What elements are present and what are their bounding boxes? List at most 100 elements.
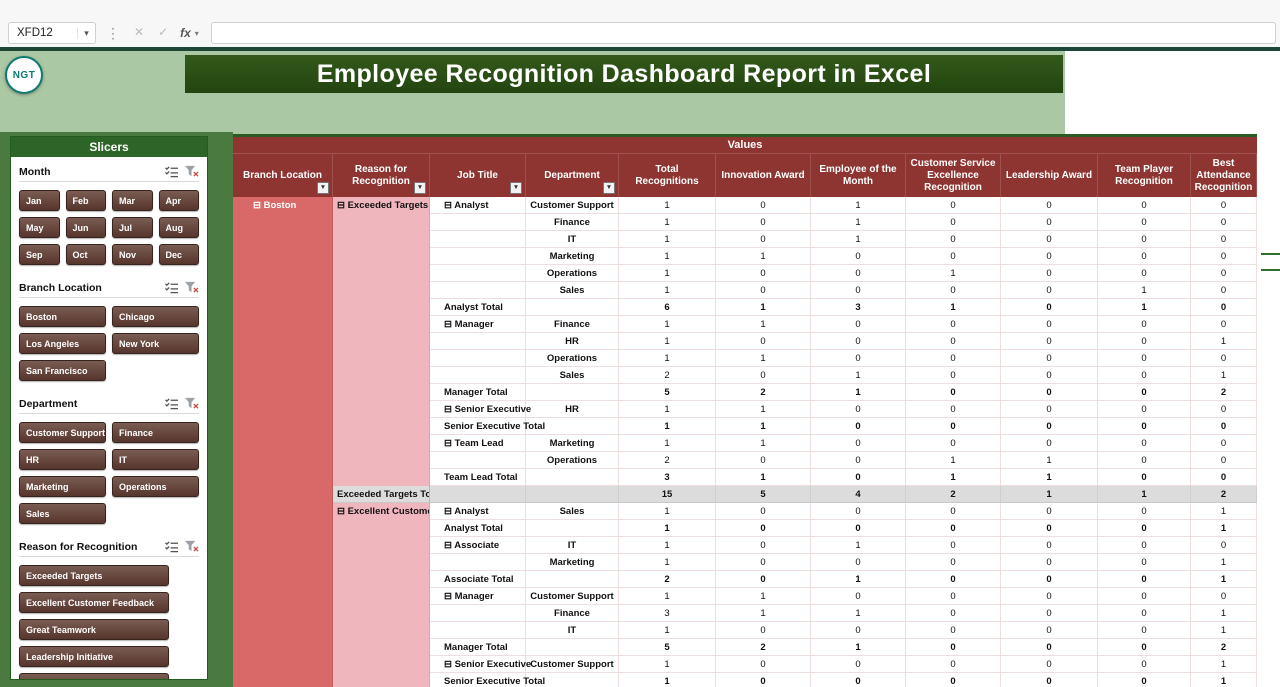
- pivot-row: Manager Total 5 2 1 0 0 0 2: [233, 639, 1257, 656]
- job-title-cell[interactable]: ⊟ Associate: [430, 537, 526, 554]
- slicer-item-dec[interactable]: Dec: [158, 244, 199, 265]
- more-options-icon[interactable]: ⋮: [106, 25, 120, 41]
- slicer-item-nov[interactable]: Nov: [112, 244, 153, 265]
- clear-filter-icon[interactable]: [184, 540, 199, 553]
- slicer-item-san-francisco[interactable]: San Francisco: [19, 360, 106, 381]
- multi-select-icon[interactable]: [164, 281, 179, 294]
- branch-cell: [233, 265, 333, 282]
- job-title-cell[interactable]: ⊟ Senior Executive: [430, 656, 531, 673]
- pivot-row: Finance 1 0 1 0 0 0 0: [233, 214, 1257, 231]
- slicer-item-marketing[interactable]: Marketing: [19, 476, 106, 497]
- value-cell: 1: [619, 248, 716, 265]
- branch-cell[interactable]: ⊟ Boston: [233, 197, 333, 214]
- cancel-icon[interactable]: ✕: [134, 25, 145, 39]
- slicer-item-aug[interactable]: Aug: [158, 217, 199, 238]
- slicer-item-operations[interactable]: Operations: [112, 476, 199, 497]
- reason-cell: [333, 537, 430, 554]
- insert-function-icon[interactable]: fx ▾: [180, 26, 199, 40]
- value-cell: 1: [619, 673, 716, 687]
- branch-cell: [233, 316, 333, 333]
- value-cell: 1: [716, 605, 811, 622]
- department-cell: IT: [526, 622, 619, 639]
- value-cell: 0: [1191, 265, 1257, 282]
- reason-cell: [333, 299, 430, 316]
- clear-filter-icon[interactable]: [184, 165, 199, 178]
- value-cell: 0: [716, 265, 811, 282]
- slicer-item-finance[interactable]: Finance: [112, 422, 199, 443]
- slicer-item-hr[interactable]: HR: [19, 449, 106, 470]
- job-title-cell[interactable]: ⊟ Manager: [430, 316, 526, 333]
- chevron-down-icon[interactable]: ▾: [77, 27, 95, 39]
- slicer-item-sales[interactable]: Sales: [19, 503, 106, 524]
- slicer-item-apr[interactable]: Apr: [158, 190, 199, 211]
- multi-select-icon[interactable]: [164, 165, 179, 178]
- slicer-item-new-york[interactable]: New York: [112, 333, 199, 354]
- clear-filter-icon[interactable]: [184, 397, 199, 410]
- job-title-cell[interactable]: ⊟ Senior Executive: [430, 401, 531, 418]
- value-cell: 0: [811, 656, 906, 673]
- branch-cell: [233, 299, 333, 316]
- slicer-item-excellent-customer-feedback[interactable]: Excellent Customer Feedback: [19, 592, 169, 613]
- column-header-row: Branch Location ▼ Reason for Recognition ▼ J…: [233, 154, 1257, 197]
- value-cell: 0: [1191, 282, 1257, 299]
- job-title-cell: [430, 214, 526, 231]
- department-cell: Finance: [526, 605, 619, 622]
- slicer-item-sep[interactable]: Sep: [19, 244, 60, 265]
- name-box[interactable]: XFD12 ▾: [8, 22, 96, 44]
- branch-cell: [233, 418, 333, 435]
- slicer-item-boston[interactable]: Boston: [19, 306, 106, 327]
- value-cell: 0: [906, 367, 1001, 384]
- reason-cell[interactable]: ⊟ Exceeded Targets: [333, 197, 430, 214]
- department-cell: Operations: [526, 452, 619, 469]
- slicer-header-month: Month: [19, 165, 199, 182]
- pivot-row: Marketing 1 1 0 0 0 0 0: [233, 248, 1257, 265]
- slicer-item-leadership-initiative[interactable]: Leadership Initiative: [19, 646, 169, 667]
- filter-dropdown-reason-for-recognition[interactable]: ▼: [414, 182, 426, 194]
- filter-dropdown-branch-location[interactable]: ▼: [317, 182, 329, 194]
- department-cell: [526, 384, 619, 401]
- branch-cell: [233, 384, 333, 401]
- enter-icon[interactable]: ✓: [158, 25, 169, 39]
- value-cell: 0: [906, 554, 1001, 571]
- value-cell: 0: [1001, 571, 1098, 588]
- multi-select-icon[interactable]: [164, 540, 179, 553]
- slicer-item-great-teamwork[interactable]: Great Teamwork: [19, 619, 169, 640]
- slicer-item-mar[interactable]: Mar: [112, 190, 153, 211]
- branch-cell: [233, 571, 333, 588]
- slicer-item-feb[interactable]: Feb: [65, 190, 106, 211]
- clear-filter-icon[interactable]: [184, 281, 199, 294]
- job-title-cell[interactable]: ⊟ Analyst: [430, 197, 526, 214]
- slicer-item-it[interactable]: IT: [112, 449, 199, 470]
- slicer-item-jan[interactable]: Jan: [19, 190, 60, 211]
- pivot-row: ⊟ Senior Executive Customer Support 1 0 0 0 0 0…: [233, 656, 1257, 673]
- value-cell: 0: [906, 248, 1001, 265]
- slicer-item-exceeded-targets[interactable]: Exceeded Targets: [19, 565, 169, 586]
- filter-dropdown-job-title[interactable]: ▼: [510, 182, 522, 194]
- value-cell: 0: [906, 571, 1001, 588]
- job-title-cell[interactable]: ⊟ Manager: [430, 588, 526, 605]
- multi-select-icon[interactable]: [164, 397, 179, 410]
- reason-cell[interactable]: ⊟ Excellent Customer Feedback: [333, 503, 430, 520]
- branch-cell: [233, 282, 333, 299]
- reason-cell[interactable]: Exceeded Targets Total: [333, 486, 430, 503]
- slicer-item-jun[interactable]: Jun: [65, 217, 106, 238]
- value-cell: 0: [906, 197, 1001, 214]
- slicer-item-customer-support[interactable]: Customer Support: [19, 422, 106, 443]
- value-cell: 1: [811, 231, 906, 248]
- slicer-item-jul[interactable]: Jul: [112, 217, 153, 238]
- formula-input[interactable]: [210, 22, 1276, 44]
- slicer-item-may[interactable]: May: [19, 217, 60, 238]
- job-title-cell: Manager Total: [430, 639, 526, 656]
- job-title-cell[interactable]: ⊟ Team Lead: [430, 435, 526, 452]
- pivot-row: ⊟ Associate IT 1 0 1 0 0 0 0: [233, 537, 1257, 554]
- filter-dropdown-department[interactable]: ▼: [603, 182, 615, 194]
- slicer-item-los-angeles[interactable]: Los Angeles: [19, 333, 106, 354]
- slicer-item-chicago[interactable]: Chicago: [112, 306, 199, 327]
- slicer-item-partial[interactable]: [19, 673, 169, 679]
- reason-cell: [333, 231, 430, 248]
- logo-text: NGT: [12, 69, 36, 81]
- slicer-item-oct[interactable]: Oct: [65, 244, 106, 265]
- job-title-cell[interactable]: ⊟ Analyst: [430, 503, 526, 520]
- value-cell: 0: [1001, 418, 1098, 435]
- value-cell: 1: [619, 350, 716, 367]
